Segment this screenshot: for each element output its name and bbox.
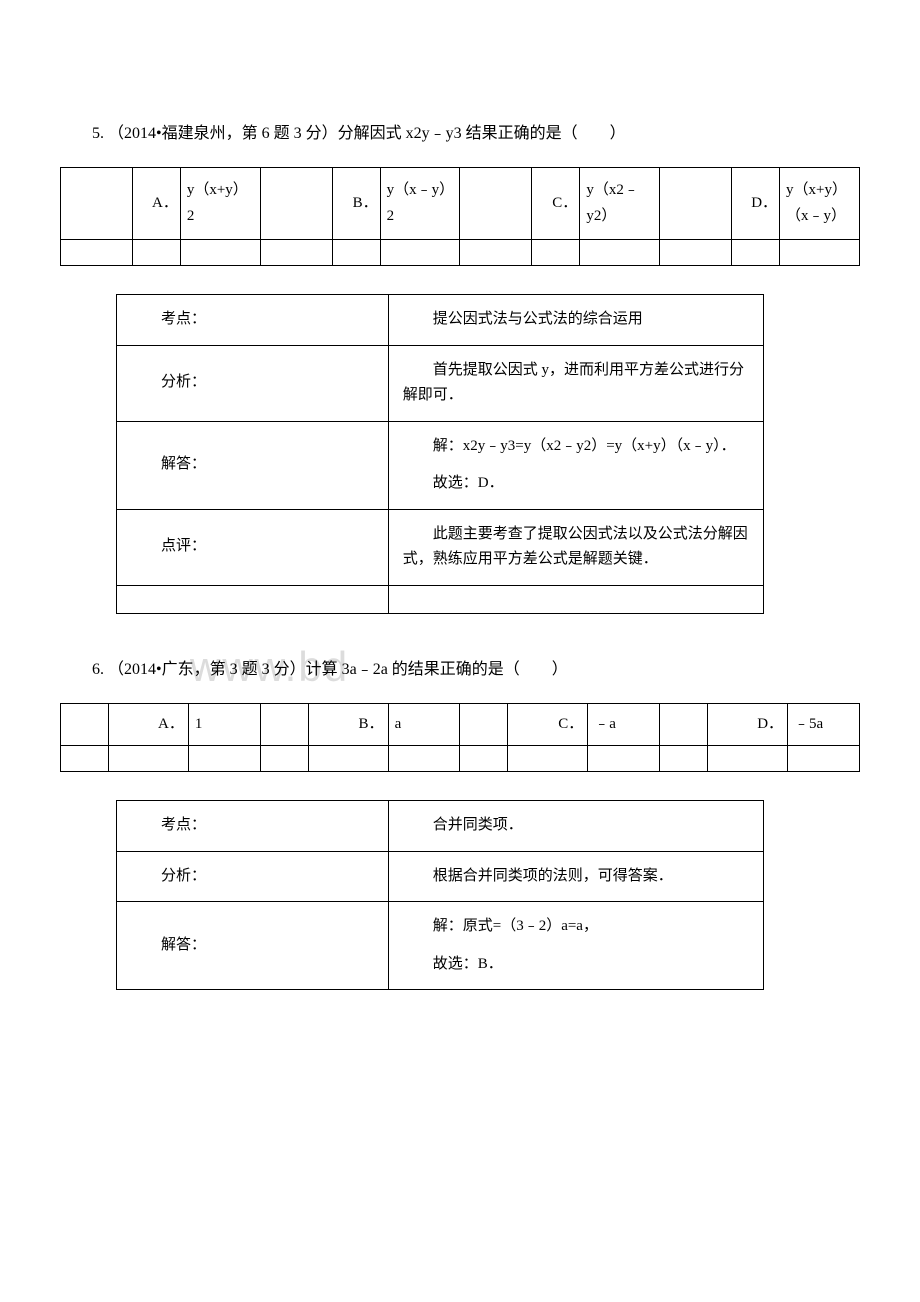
q6-kaodian-label: 考点： (117, 801, 389, 852)
spacer (660, 168, 732, 240)
q5-fenxi-row: 分析： 首先提取公因式 y，进而利用平方差公式进行分解即可． (117, 345, 764, 421)
q5-jieda-line1: 解：x2y﹣y3=y（x2﹣y2）=y（x+y）（x﹣y）． (403, 434, 749, 460)
q5-jieda-row: 解答： 解：x2y﹣y3=y（x2﹣y2）=y（x+y）（x﹣y）． 故选：D． (117, 421, 764, 509)
q6-optD-letter: D． (708, 703, 788, 746)
q5-optB-content: y（x﹣y）2 (380, 168, 460, 240)
q6-optB-letter: B． (308, 703, 388, 746)
q5-jieda-content: 解：x2y﹣y3=y（x2﹣y2）=y（x+y）（x﹣y）． 故选：D． (388, 421, 763, 509)
spacer (460, 703, 508, 746)
q6-optC-letter: C． (508, 703, 588, 746)
q5-fenxi-label: 分析： (117, 345, 389, 421)
q5-optA-content: y（x+y）2 (180, 168, 260, 240)
q5-optA-letter: A． (132, 168, 180, 240)
q6-jieda-row: 解答： 解：原式=（3﹣2）a=a， 故选：B． (117, 902, 764, 990)
q6-options-empty-row (61, 746, 860, 772)
q5-optD-content: y（x+y）（x﹣y） (780, 168, 860, 240)
q5-analysis-empty-row (117, 585, 764, 613)
q5-options-table: A． y（x+y）2 B． y（x﹣y）2 C． y（x2﹣y2） D． y（x… (60, 167, 860, 266)
q6-jieda-label: 解答： (117, 902, 389, 990)
spacer (61, 703, 109, 746)
q6-optB-content: a (388, 703, 460, 746)
q6-fenxi-label: 分析： (117, 851, 389, 902)
q6-optA-letter: A． (108, 703, 188, 746)
q5-kaodian-row: 考点： 提公因式法与公式法的综合运用 (117, 295, 764, 346)
spacer (460, 168, 532, 240)
q6-jieda-line2: 故选：B． (403, 952, 749, 978)
q6-kaodian-content: 合并同类项． (388, 801, 763, 852)
q5-analysis-table: 考点： 提公因式法与公式法的综合运用 分析： 首先提取公因式 y，进而利用平方差… (116, 294, 764, 614)
spacer (260, 703, 308, 746)
q5-dianping-content: 此题主要考查了提取公因式法以及公式法分解因式，熟练应用平方差公式是解题关键． (388, 509, 763, 585)
q6-jieda-content: 解：原式=（3﹣2）a=a， 故选：B． (388, 902, 763, 990)
q5-dianping-label: 点评： (117, 509, 389, 585)
q5-text: 5. （2014•福建泉州，第 6 题 3 分）分解因式 x2y﹣y3 结果正确… (60, 120, 860, 147)
spacer (660, 703, 708, 746)
q6-options-row: A． 1 B． a C． ﹣a D． ﹣5a (61, 703, 860, 746)
spacer (61, 168, 133, 240)
q5-dianping-row: 点评： 此题主要考查了提取公因式法以及公式法分解因式，熟练应用平方差公式是解题关… (117, 509, 764, 585)
q6-text: 6. （2014•广东，第 3 题 3 分）计算 3a﹣2a 的结果正确的是（ … (60, 656, 860, 683)
q5-jieda-label: 解答： (117, 421, 389, 509)
q5-options-row: A． y（x+y）2 B． y（x﹣y）2 C． y（x2﹣y2） D． y（x… (61, 168, 860, 240)
q6-optA-content: 1 (188, 703, 260, 746)
q5-kaodian-content: 提公因式法与公式法的综合运用 (388, 295, 763, 346)
q5-kaodian-label: 考点： (117, 295, 389, 346)
q6-options-table: A． 1 B． a C． ﹣a D． ﹣5a (60, 703, 860, 773)
q6-analysis-table: 考点： 合并同类项． 分析： 根据合并同类项的法则，可得答案． 解答： 解：原式… (116, 800, 764, 990)
q6-fenxi-content: 根据合并同类项的法则，可得答案． (388, 851, 763, 902)
q5-options-empty-row (61, 240, 860, 266)
q6-fenxi-row: 分析： 根据合并同类项的法则，可得答案． (117, 851, 764, 902)
q5-optC-letter: C． (532, 168, 580, 240)
q6-optD-content: ﹣5a (788, 703, 860, 746)
q6-optC-content: ﹣a (588, 703, 660, 746)
q6-jieda-line1: 解：原式=（3﹣2）a=a， (403, 914, 749, 940)
q5-fenxi-content: 首先提取公因式 y，进而利用平方差公式进行分解即可． (388, 345, 763, 421)
q6-kaodian-row: 考点： 合并同类项． (117, 801, 764, 852)
q5-optD-letter: D． (732, 168, 780, 240)
q5-optC-content: y（x2﹣y2） (580, 168, 660, 240)
q5-jieda-line2: 故选：D． (403, 471, 749, 497)
spacer (260, 168, 332, 240)
q5-optB-letter: B． (332, 168, 380, 240)
